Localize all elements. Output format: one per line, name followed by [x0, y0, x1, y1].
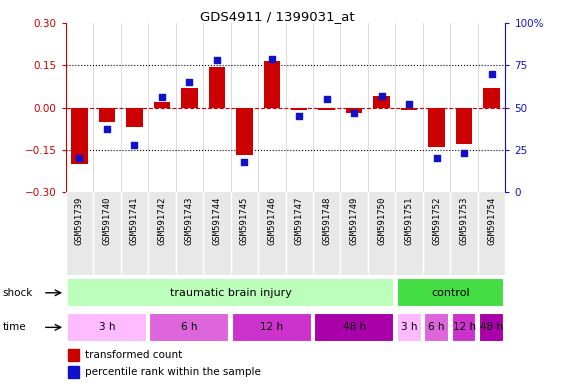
Text: control: control	[431, 288, 470, 298]
Bar	[150, 313, 229, 342]
Text: GSM591739: GSM591739	[75, 196, 84, 245]
Point	[267, 55, 276, 61]
Text: percentile rank within the sample: percentile rank within the sample	[86, 367, 262, 377]
Text: time: time	[3, 322, 26, 333]
Bar	[479, 313, 504, 342]
Bar	[456, 108, 472, 144]
Bar	[397, 313, 421, 342]
Bar	[68, 366, 79, 379]
Bar	[99, 108, 115, 122]
Text: GSM591744: GSM591744	[212, 196, 222, 245]
Bar	[67, 313, 147, 342]
Point	[349, 109, 359, 116]
Bar	[428, 108, 445, 147]
Text: 6 h: 6 h	[428, 322, 445, 333]
Text: GSM591745: GSM591745	[240, 196, 249, 245]
Bar	[397, 278, 504, 308]
Text: 12 h: 12 h	[453, 322, 476, 333]
Point	[240, 159, 249, 165]
Text: GSM591748: GSM591748	[322, 196, 331, 245]
Bar	[424, 313, 449, 342]
Text: 12 h: 12 h	[260, 322, 283, 333]
Bar	[452, 313, 476, 342]
Text: GSM591741: GSM591741	[130, 196, 139, 245]
Text: 3 h: 3 h	[401, 322, 417, 333]
Point	[130, 142, 139, 148]
Text: 6 h: 6 h	[181, 322, 198, 333]
Text: traumatic brain injury: traumatic brain injury	[170, 288, 291, 298]
Point	[185, 79, 194, 85]
Bar	[67, 278, 394, 308]
Bar	[373, 96, 390, 108]
Bar	[236, 108, 252, 156]
Text: GSM591754: GSM591754	[487, 196, 496, 245]
Bar	[401, 108, 417, 110]
Point	[157, 94, 166, 101]
Text: GSM591742: GSM591742	[158, 196, 166, 245]
Bar	[263, 61, 280, 108]
Point	[322, 96, 331, 102]
Bar	[68, 349, 79, 361]
Bar	[291, 108, 307, 110]
Bar	[181, 88, 198, 108]
Text: GSM591750: GSM591750	[377, 196, 386, 245]
Text: GSM591743: GSM591743	[185, 196, 194, 245]
Text: GDS4911 / 1399031_at: GDS4911 / 1399031_at	[200, 10, 355, 23]
Bar	[71, 108, 88, 164]
Point	[377, 93, 386, 99]
Bar	[154, 102, 170, 108]
Point	[405, 101, 414, 107]
Point	[295, 113, 304, 119]
Text: GSM591747: GSM591747	[295, 196, 304, 245]
Text: GSM591753: GSM591753	[460, 196, 469, 245]
Point	[102, 126, 111, 132]
Text: 3 h: 3 h	[99, 322, 115, 333]
Point	[460, 150, 469, 156]
Bar	[319, 108, 335, 110]
Bar	[483, 88, 500, 108]
Bar	[208, 67, 225, 108]
Bar	[126, 108, 143, 127]
Text: 48 h: 48 h	[343, 322, 366, 333]
Point	[487, 71, 496, 77]
Text: shock: shock	[3, 288, 33, 298]
Text: GSM591740: GSM591740	[102, 196, 111, 245]
Text: 48 h: 48 h	[480, 322, 503, 333]
Text: GSM591751: GSM591751	[405, 196, 413, 245]
Point	[75, 155, 84, 161]
Text: transformed count: transformed count	[86, 350, 183, 360]
Point	[212, 57, 222, 63]
Bar	[232, 313, 312, 342]
Bar	[346, 108, 363, 113]
Bar	[315, 313, 394, 342]
Text: GSM591749: GSM591749	[349, 196, 359, 245]
Point	[432, 155, 441, 161]
Text: GSM591752: GSM591752	[432, 196, 441, 245]
Text: GSM591746: GSM591746	[267, 196, 276, 245]
